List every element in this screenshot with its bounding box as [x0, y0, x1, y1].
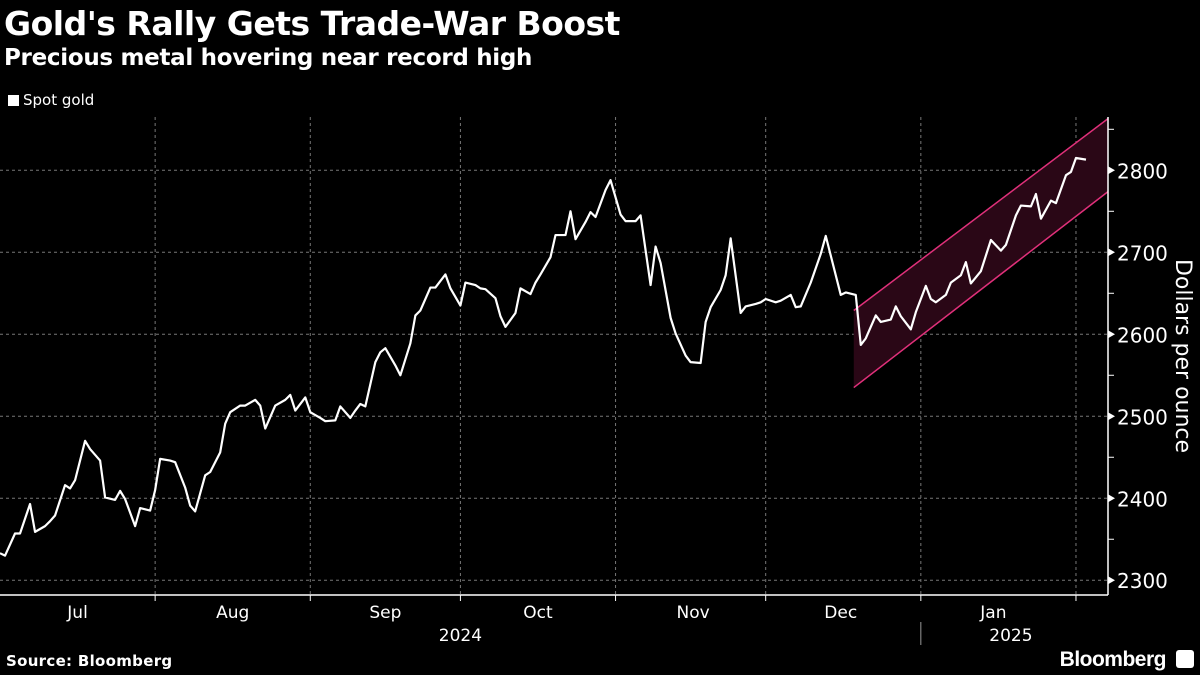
x-month-label: Jul — [66, 603, 88, 623]
y-tick-label: 2800 — [1117, 159, 1168, 183]
channel-fill — [853, 118, 1108, 388]
y-tick-label: 2700 — [1117, 241, 1168, 265]
x-year-label: 2024 — [439, 626, 482, 646]
y-tick-label: 2600 — [1117, 323, 1168, 347]
legend: Spot gold — [8, 91, 94, 109]
bloomberg-chart-icon — [1176, 650, 1194, 668]
chart-title: Gold's Rally Gets Trade-War Boost — [4, 4, 620, 43]
channel-lower-line — [853, 191, 1109, 389]
legend-label: Spot gold — [23, 91, 95, 109]
y-tick — [1108, 412, 1115, 421]
x-month-label: Jan — [979, 603, 1006, 623]
x-month-label: Dec — [824, 603, 857, 623]
x-year-label: 2025 — [989, 626, 1032, 646]
legend-swatch — [8, 94, 19, 106]
y-tick-label: 2500 — [1117, 405, 1168, 429]
channel-upper-line — [853, 118, 1109, 312]
y-tick-label: 2400 — [1117, 487, 1168, 511]
y-tick-label: 2300 — [1117, 569, 1168, 593]
x-month-label: Aug — [216, 603, 249, 623]
x-month-label: Sep — [369, 603, 401, 623]
y-tick — [1108, 494, 1115, 503]
y-tick — [1108, 330, 1115, 339]
bloomberg-logo: Bloomberg — [1059, 648, 1167, 671]
y-tick — [1108, 166, 1115, 175]
y-tick — [1108, 248, 1115, 257]
spot-gold-line — [0, 156, 1087, 557]
chart-subtitle: Precious metal hovering near record high — [4, 45, 533, 71]
x-month-label: Nov — [677, 603, 710, 623]
source-note: Source: Bloomberg — [6, 652, 173, 670]
y-axis-label: Dollars per ounce — [1170, 259, 1195, 453]
x-month-label: Oct — [523, 603, 553, 623]
y-tick — [1108, 576, 1115, 585]
